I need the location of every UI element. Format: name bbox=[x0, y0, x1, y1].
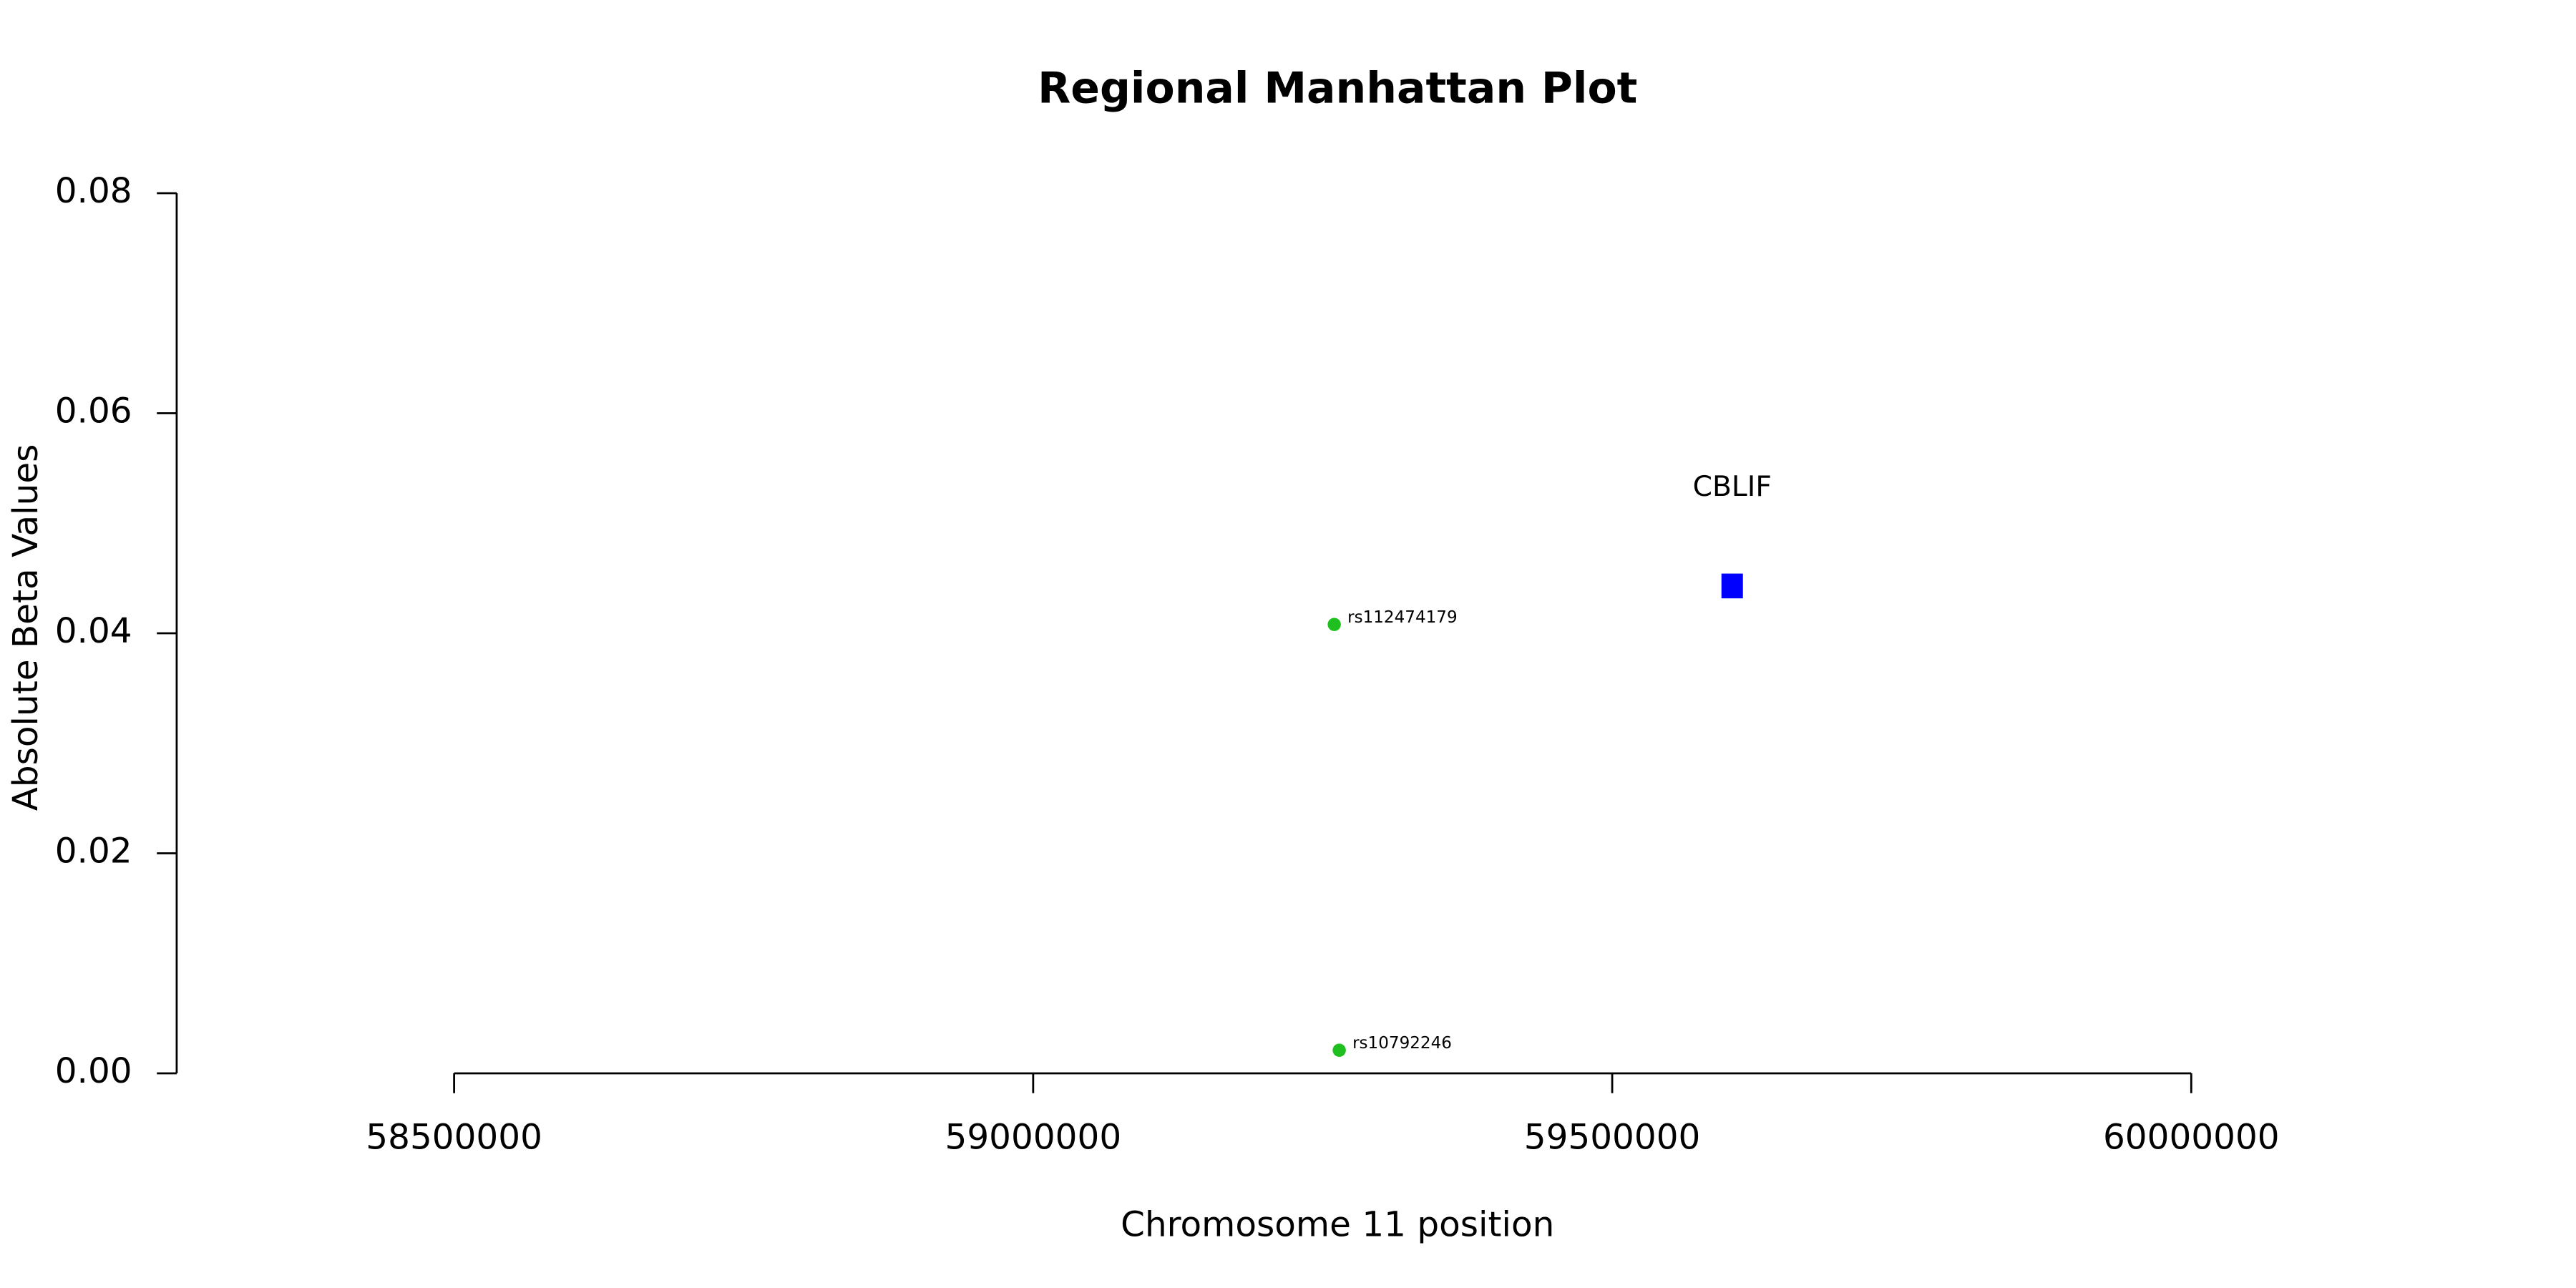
chart-title: Regional Manhattan Plot bbox=[1038, 64, 1637, 114]
gene-label: CBLIF bbox=[1693, 471, 1772, 503]
x-tick-label: 60000000 bbox=[2103, 1117, 2280, 1157]
x-tick-label: 59500000 bbox=[1524, 1117, 1701, 1157]
y-axis-label: Absolute Beta Values bbox=[6, 444, 46, 811]
y-tick-label: 0.02 bbox=[55, 831, 132, 872]
x-tick-label: 58500000 bbox=[366, 1117, 542, 1157]
snp-point bbox=[1332, 1043, 1346, 1057]
x-tick-label: 59000000 bbox=[945, 1117, 1122, 1157]
snp-label: rs10792246 bbox=[1352, 1034, 1452, 1053]
gene-marker bbox=[1721, 573, 1743, 599]
y-tick-label: 0.04 bbox=[55, 611, 132, 651]
y-tick-label: 0.06 bbox=[55, 391, 132, 431]
snp-label: rs112474179 bbox=[1347, 608, 1458, 627]
snp-point bbox=[1327, 618, 1341, 631]
x-axis-label: Chromosome 11 position bbox=[1121, 1205, 1554, 1245]
y-tick-label: 0.08 bbox=[55, 171, 132, 211]
y-tick-label: 0.00 bbox=[55, 1051, 132, 1091]
